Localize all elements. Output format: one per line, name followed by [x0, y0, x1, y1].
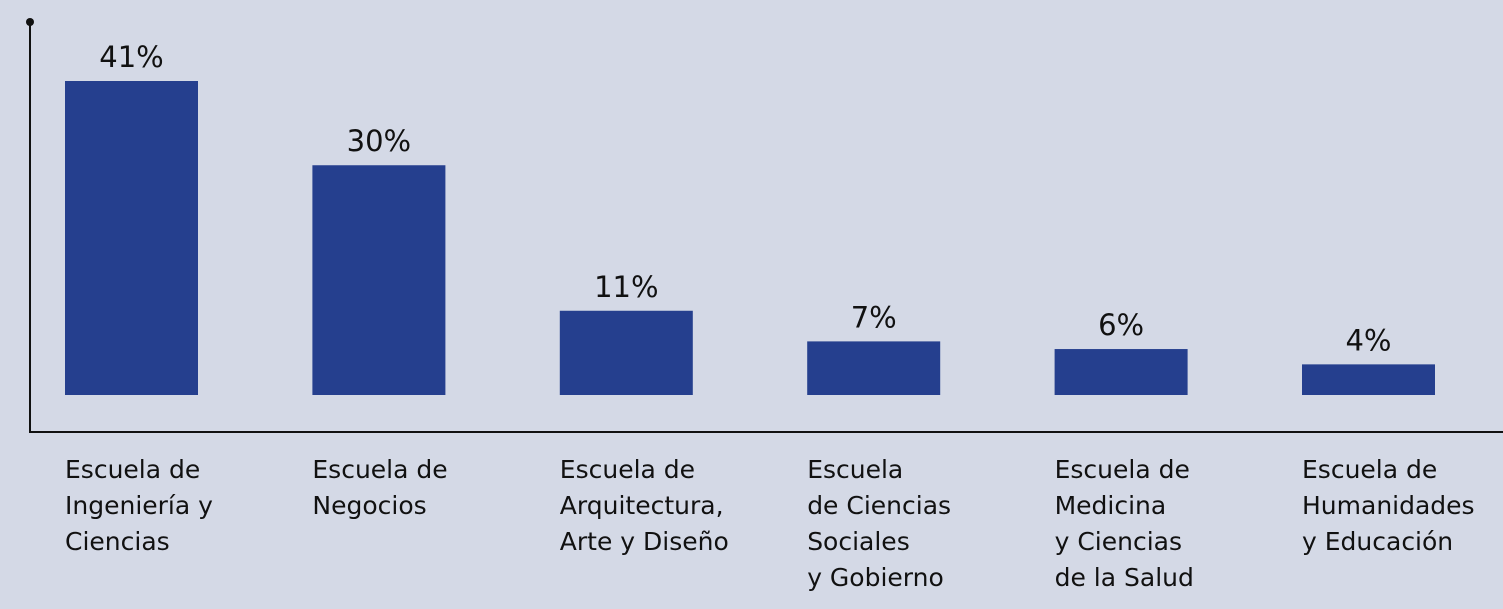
bar	[559, 310, 693, 395]
category-label: Escuela de Negocios	[312, 455, 448, 520]
value-label: 30%	[347, 124, 411, 158]
category-label: Escuela de Ciencias Sociales y Gobierno	[807, 455, 952, 592]
category-label: Escuela de Humanidades y Educación	[1302, 455, 1475, 556]
value-label: 11%	[594, 270, 658, 304]
category-label: Escuela de Medicina y Ciencias de la Sal…	[1054, 455, 1194, 592]
bar	[1054, 349, 1188, 395]
axis-dot	[26, 18, 34, 26]
value-label: 41%	[99, 40, 163, 74]
value-label: 6%	[1098, 308, 1144, 342]
bar	[312, 165, 446, 395]
value-label: 7%	[851, 300, 897, 334]
category-label: Escuela de Ingeniería y Ciencias	[65, 455, 213, 556]
bar	[65, 81, 198, 395]
bar	[1302, 364, 1435, 395]
bar	[807, 341, 941, 395]
value-label: 4%	[1345, 323, 1391, 357]
category-label: Escuela de Arquitectura, Arte y Diseño	[559, 455, 729, 556]
